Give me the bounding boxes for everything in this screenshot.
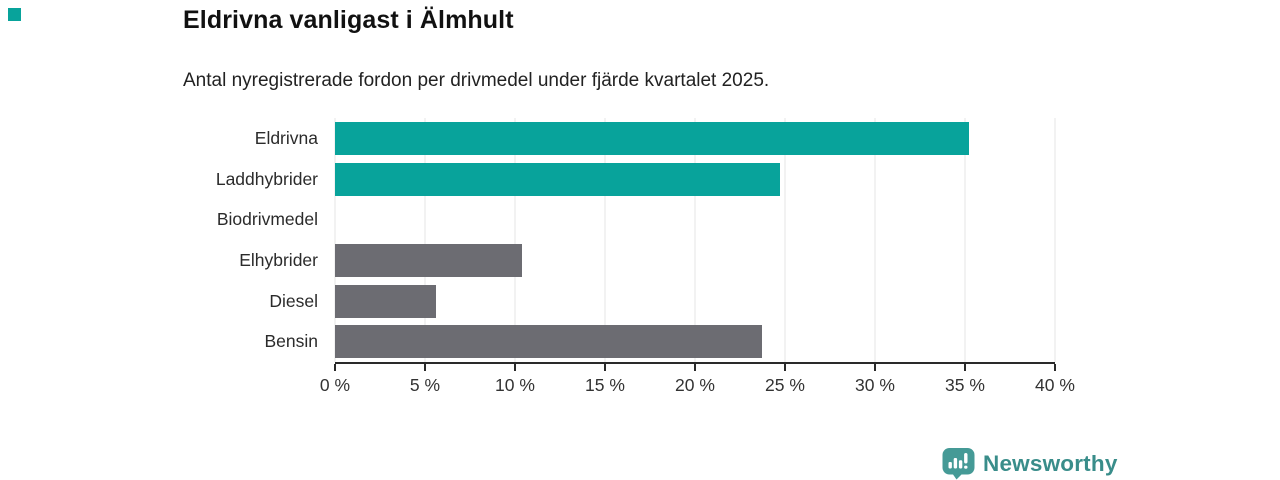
brand-accent-square bbox=[8, 8, 21, 21]
gridline bbox=[784, 118, 786, 362]
gridline bbox=[604, 118, 606, 362]
axis-tick-label: 10 % bbox=[495, 375, 535, 395]
brand-footer: Newsworthy bbox=[941, 447, 1118, 480]
gridline bbox=[334, 118, 336, 362]
chart-title: Eldrivna vanligast i Älmhult bbox=[183, 6, 514, 34]
axis-tick-label: 15 % bbox=[585, 375, 625, 395]
bar-bensin bbox=[335, 325, 762, 359]
gridline bbox=[1054, 118, 1056, 362]
category-label: Biodrivmedel bbox=[216, 209, 318, 230]
axis-tick-label: 5 % bbox=[409, 375, 441, 395]
axis-tick bbox=[424, 364, 426, 371]
bar-eldrivna bbox=[335, 121, 969, 155]
bars-layer bbox=[335, 118, 1055, 362]
gridline bbox=[514, 118, 516, 362]
newsworthy-logo-icon bbox=[942, 448, 975, 480]
category-label: Diesel bbox=[269, 290, 318, 311]
bar-row bbox=[335, 240, 1055, 281]
bar-laddhybrider bbox=[335, 162, 780, 196]
axis-tick bbox=[334, 364, 336, 371]
bar-diesel bbox=[335, 284, 436, 318]
axis-tick bbox=[964, 364, 966, 371]
brand-name: Newsworthy bbox=[983, 450, 1118, 476]
plot-area bbox=[334, 118, 1056, 362]
axis-tick-label: 35 % bbox=[945, 375, 985, 395]
chart-subtitle: Antal nyregistrerade fordon per drivmede… bbox=[183, 70, 770, 91]
axis-tick bbox=[1054, 364, 1056, 371]
axis-tick bbox=[604, 364, 606, 371]
x-axis: 0 % 5 % 10 % 15 % 20 % 25 % 30 % 35 % 40 % bbox=[320, 362, 1075, 402]
axis-tick bbox=[784, 364, 786, 371]
category-label: Laddhybrider bbox=[215, 168, 318, 189]
axis-tick-label: 40 % bbox=[1035, 375, 1075, 395]
axis-tick-label: 30 % bbox=[855, 375, 895, 395]
axis-tick-label: 0 % bbox=[319, 375, 351, 395]
bar-row bbox=[335, 281, 1055, 322]
category-labels: Eldrivna Laddhybrider Biodrivmedel Elhybrid… bbox=[0, 118, 318, 362]
bar-row bbox=[335, 199, 1055, 240]
axis-tick bbox=[514, 364, 516, 371]
bar-row bbox=[335, 159, 1055, 200]
axis-tick-label: 25 % bbox=[765, 375, 805, 395]
category-label: Bensin bbox=[264, 331, 318, 352]
bar-row bbox=[335, 118, 1055, 159]
category-label: Eldrivna bbox=[254, 127, 318, 148]
gridline bbox=[874, 118, 876, 362]
bar-row bbox=[335, 321, 1055, 362]
gridline bbox=[964, 118, 966, 362]
gridline bbox=[694, 118, 696, 362]
category-label: Elhybrider bbox=[239, 249, 318, 270]
axis-tick bbox=[874, 364, 876, 371]
gridline bbox=[424, 118, 426, 362]
bar-elhybrider bbox=[335, 243, 523, 277]
axis-tick bbox=[694, 364, 696, 371]
axis-tick-label: 20 % bbox=[675, 375, 715, 395]
